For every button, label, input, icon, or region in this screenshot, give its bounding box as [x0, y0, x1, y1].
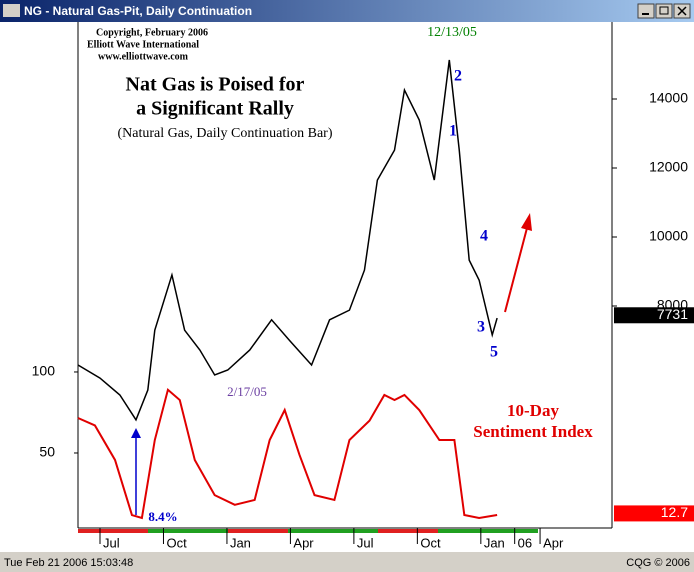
x-tick-label: Jan	[230, 535, 251, 550]
last-price-box	[614, 307, 694, 324]
status-vendor: CQG © 2006	[626, 557, 690, 569]
status-datetime: Tue Feb 21 2006 15:03:48	[4, 557, 133, 569]
x-tick-label: Jul	[103, 535, 120, 550]
y-tick-label: 12000	[649, 159, 688, 175]
minimize-button[interactable]	[637, 3, 655, 19]
annotation: Sentiment Index	[473, 422, 593, 441]
x-tick-label: 06	[518, 535, 532, 550]
maximize-button[interactable]	[655, 3, 673, 19]
last-sentiment-label: 12.7	[661, 504, 688, 520]
chart-title: a Significant Rally	[136, 98, 294, 120]
x-tick-label: Jul	[357, 535, 374, 550]
annotation: 5	[490, 344, 498, 361]
window-title: NG - Natural Gas-Pit, Daily Continuation	[24, 4, 252, 18]
x-tick-label: Jan	[484, 535, 505, 550]
app-icon	[3, 4, 20, 17]
annotation: 10-Day	[507, 401, 559, 420]
title-bar	[0, 0, 694, 22]
arrow-head	[131, 428, 141, 438]
annotation: 8.4%	[148, 509, 177, 524]
window-buttons[interactable]	[637, 3, 691, 19]
close-glyph	[677, 6, 687, 16]
series-line	[77, 59, 498, 422]
arrow-shaft	[504, 227, 528, 313]
strip-segment	[378, 529, 438, 533]
last-sentiment-box	[614, 505, 694, 522]
strip-segment	[288, 529, 378, 533]
credit: www.elliottwave.com	[98, 51, 189, 62]
status-bar	[0, 552, 694, 572]
x-tick-label: Oct	[420, 535, 441, 550]
annotation: 1	[449, 123, 457, 140]
annotation: 2	[454, 68, 462, 85]
chart-subtitle: (Natural Gas, Daily Continuation Bar)	[117, 126, 332, 141]
annotation: 3	[477, 319, 485, 336]
annotation: 4	[480, 228, 488, 245]
strip-segment	[438, 529, 538, 533]
series-line	[77, 387, 498, 520]
strip-segment	[78, 529, 148, 533]
y-tick-label: 14000	[649, 90, 688, 106]
arrow-head	[521, 213, 532, 231]
x-tick-label: Oct	[166, 535, 187, 550]
max-glyph	[659, 6, 669, 15]
strip-segment	[148, 529, 228, 533]
y2-tick-label: 50	[39, 444, 55, 460]
y2-tick-label: 100	[32, 363, 56, 379]
x-tick-label: Apr	[293, 535, 314, 550]
chart-title: Nat Gas is Poised for	[126, 74, 305, 96]
last-price-label: 7731	[657, 306, 688, 322]
y-tick-label: 10000	[649, 228, 688, 244]
annotation: 2/17/05	[227, 384, 267, 399]
strip-segment	[228, 529, 288, 533]
credit: Elliott Wave International	[87, 39, 199, 50]
x-tick-label: Apr	[543, 535, 564, 550]
period-strip	[78, 529, 538, 533]
credit: Copyright, February 2006	[96, 27, 208, 38]
annotation: 12/13/05	[427, 25, 477, 40]
